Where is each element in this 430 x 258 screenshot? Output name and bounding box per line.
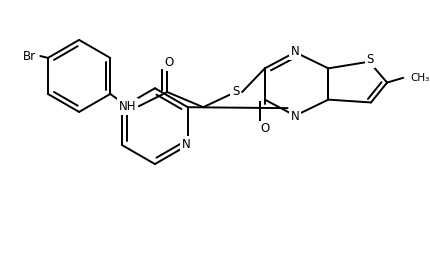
Text: Br: Br [22,50,36,62]
Text: CH₃: CH₃ [411,73,430,83]
Text: NH: NH [119,100,136,113]
Text: O: O [260,123,270,135]
Text: N: N [181,138,190,151]
Text: S: S [366,53,374,66]
Text: O: O [165,56,174,69]
Text: S: S [232,85,239,98]
Text: N: N [291,45,300,58]
Text: N: N [291,110,300,123]
